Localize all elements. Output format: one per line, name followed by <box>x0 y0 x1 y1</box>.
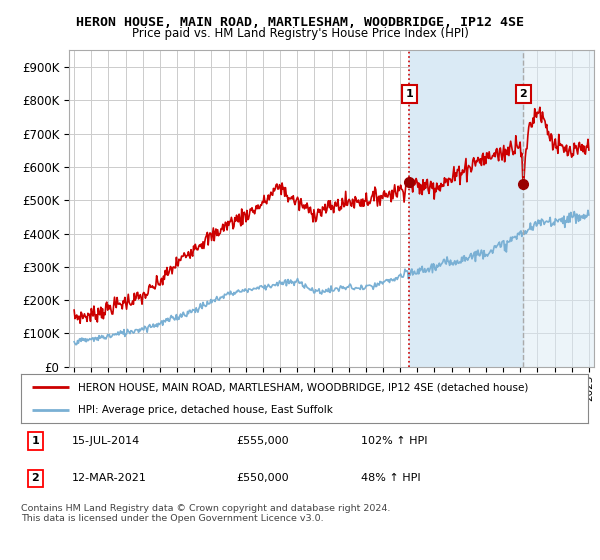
Text: Price paid vs. HM Land Registry's House Price Index (HPI): Price paid vs. HM Land Registry's House … <box>131 27 469 40</box>
Bar <box>523 50 594 367</box>
Bar <box>409 50 523 367</box>
Text: 2: 2 <box>520 88 527 99</box>
Text: HERON HOUSE, MAIN ROAD, MARTLESHAM, WOODBRIDGE, IP12 4SE (detached house): HERON HOUSE, MAIN ROAD, MARTLESHAM, WOOD… <box>78 382 528 393</box>
Text: 1: 1 <box>31 436 39 446</box>
Text: £555,000: £555,000 <box>236 436 289 446</box>
Text: Contains HM Land Registry data © Crown copyright and database right 2024.
This d: Contains HM Land Registry data © Crown c… <box>21 504 391 524</box>
Text: HERON HOUSE, MAIN ROAD, MARTLESHAM, WOODBRIDGE, IP12 4SE: HERON HOUSE, MAIN ROAD, MARTLESHAM, WOOD… <box>76 16 524 29</box>
Text: 1: 1 <box>406 88 413 99</box>
Text: 48% ↑ HPI: 48% ↑ HPI <box>361 473 421 483</box>
Text: £550,000: £550,000 <box>236 473 289 483</box>
Text: 2: 2 <box>31 473 39 483</box>
Text: 12-MAR-2021: 12-MAR-2021 <box>72 473 147 483</box>
Text: 15-JUL-2014: 15-JUL-2014 <box>72 436 140 446</box>
Text: HPI: Average price, detached house, East Suffolk: HPI: Average price, detached house, East… <box>78 405 332 416</box>
Text: 102% ↑ HPI: 102% ↑ HPI <box>361 436 428 446</box>
